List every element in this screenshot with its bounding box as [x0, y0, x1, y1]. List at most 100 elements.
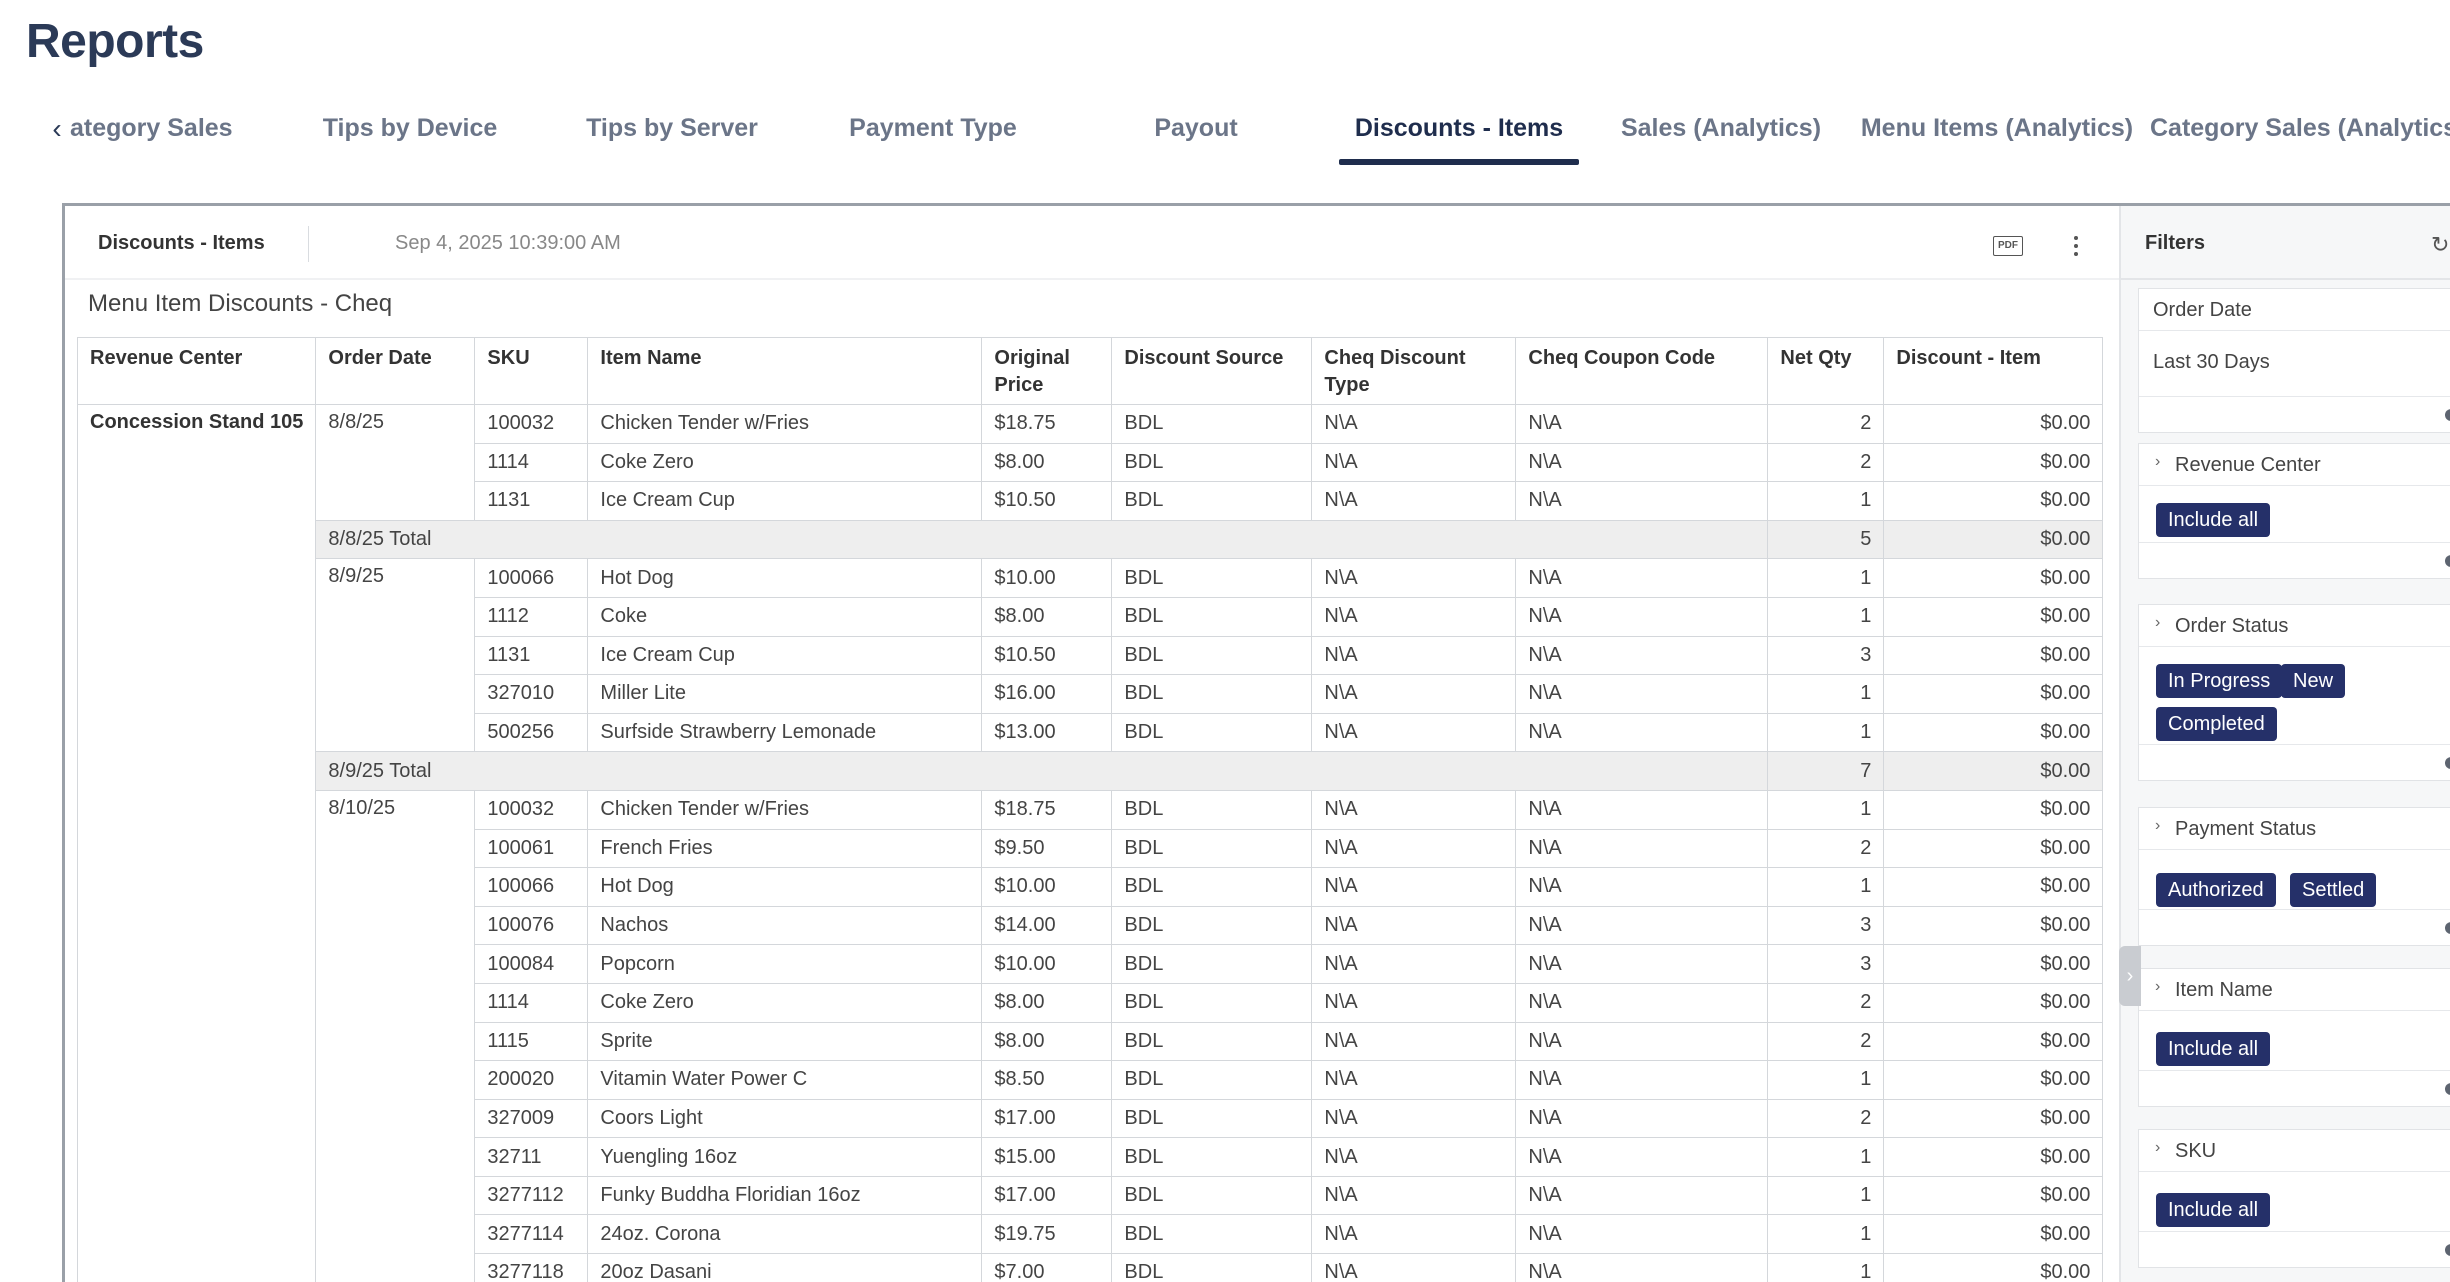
original-price-cell: $10.00 [981, 558, 1113, 598]
net-qty-cell: 1 [1767, 867, 1885, 907]
table-row: 327009 Coors Light $17.00 BDL N\A N\A 2 $0.00 [78, 1098, 2104, 1139]
col-header-cheq-coupon-code[interactable]: Cheq Coupon Code [1515, 337, 1769, 405]
discount-item-cell: $0.00 [1883, 1214, 2104, 1255]
pdf-export-icon[interactable]: PDF [1993, 236, 2023, 256]
more-options-icon[interactable] [2066, 232, 2086, 260]
toggle-switch[interactable] [2445, 555, 2450, 567]
discount-source-cell: BDL [1111, 635, 1313, 676]
sku-cell: 1114 [474, 982, 589, 1023]
col-header-sku[interactable]: SKU [474, 337, 589, 405]
tab-sales-analytics[interactable]: Sales (Analytics) [1620, 114, 1822, 142]
filter-chip[interactable]: Include all [2156, 503, 2271, 537]
cheq-discount-type-cell: N\A [1311, 596, 1517, 637]
col-header-discount-source[interactable]: Discount Source [1111, 337, 1313, 405]
refresh-icon[interactable]: ↻ [2431, 232, 2450, 257]
tab-payout[interactable]: Payout [1154, 114, 1238, 142]
col-header-net-qty[interactable]: Net Qty [1767, 337, 1885, 405]
chevron-left-icon[interactable]: ‹ [52, 113, 62, 144]
cheq-discount-type-cell: N\A [1311, 635, 1517, 676]
net-qty-cell: 2 [1767, 982, 1885, 1023]
active-tab-indicator [1339, 159, 1579, 165]
filter-order-date: Order Date Last 30 Days [2138, 288, 2450, 433]
filter-footer [2139, 542, 2450, 578]
filter-chip[interactable]: Include all [2156, 1032, 2271, 1066]
col-header-item-name[interactable]: Item Name [587, 337, 983, 405]
tab-discounts-items[interactable]: Discounts - Items [1354, 114, 1564, 142]
cheq-coupon-code-cell: N\A [1515, 674, 1769, 714]
item-name-cell: Hot Dog [587, 867, 983, 907]
col-header-original-price[interactable]: Original Price [981, 337, 1113, 405]
cheq-discount-type-cell: N\A [1311, 404, 1517, 444]
tab-payment-type[interactable]: Payment Type [849, 114, 1017, 142]
table-row: 100076 Nachos $14.00 BDL N\A N\A 3 $0.00 [78, 905, 2104, 946]
cheq-coupon-code-cell: N\A [1515, 828, 1769, 869]
filter-value-area[interactable]: Last 30 Days [2139, 331, 2450, 398]
original-price-cell: $10.00 [981, 867, 1113, 907]
item-name-cell: 24oz. Corona [587, 1214, 983, 1255]
discount-source-cell: BDL [1111, 404, 1313, 444]
discount-item-cell: $0.00 [1883, 828, 2104, 869]
col-header-discount-item[interactable]: Discount - Item [1883, 337, 2104, 405]
item-name-cell: French Fries [587, 828, 983, 869]
collapse-filters-handle[interactable]: › [2119, 946, 2141, 1006]
filter-chip[interactable]: Authorized [2156, 873, 2276, 907]
toggle-switch[interactable] [2445, 1083, 2450, 1095]
cheq-discount-type-cell: N\A [1311, 674, 1517, 714]
toggle-switch[interactable] [2445, 409, 2450, 421]
filter-header[interactable]: Order Date [2139, 289, 2450, 331]
net-qty-cell: 1 [1767, 1137, 1885, 1177]
tab-category-sales-analytics[interactable]: Category Sales (Analytics) [2150, 114, 2450, 142]
discount-source-cell: BDL [1111, 828, 1313, 869]
toggle-switch[interactable] [2445, 922, 2450, 934]
cheq-coupon-code-cell: N\A [1515, 1060, 1769, 1100]
filter-header[interactable]: › Item Name [2139, 969, 2450, 1011]
filter-label: Item Name [2175, 979, 2273, 1001]
cheq-discount-type-cell: N\A [1311, 789, 1517, 830]
original-price-cell: $10.50 [981, 635, 1113, 676]
cheq-discount-type-cell: N\A [1311, 1253, 1517, 1282]
subtotal-row: 8/9/25 Total 7 $0.00 [78, 751, 2104, 791]
net-qty-cell: 1 [1767, 1253, 1885, 1282]
discount-item-cell: $0.00 [1883, 1098, 2104, 1139]
filter-chip[interactable]: Include all [2156, 1193, 2271, 1227]
col-header-order-date[interactable]: Order Date [315, 337, 476, 405]
filter-header[interactable]: › Payment Status [2139, 808, 2450, 850]
report-content: Discounts - Items Sep 4, 2025 10:39:00 A… [65, 206, 2119, 1282]
toggle-switch[interactable] [2445, 757, 2450, 769]
discount-item-cell: $0.00 [1883, 712, 2104, 753]
tab-tips-by-device[interactable]: Tips by Device [322, 114, 498, 142]
original-price-cell: $8.00 [981, 596, 1113, 637]
chevron-right-icon: › [2155, 817, 2161, 834]
original-price-cell: $8.00 [981, 982, 1113, 1023]
tab-tips-by-server[interactable]: Tips by Server [586, 114, 758, 142]
col-header-cheq-discount-type[interactable]: Cheq Discount Type [1311, 337, 1517, 405]
filter-header[interactable]: › SKU [2139, 1130, 2450, 1172]
cheq-coupon-code-cell: N\A [1515, 1021, 1769, 1062]
col-header-revenue-center[interactable]: Revenue Center [76, 337, 317, 405]
original-price-cell: $10.50 [981, 481, 1113, 521]
tab-menu-items-analytics[interactable]: Menu Items (Analytics) [1860, 114, 2134, 142]
toggle-switch[interactable] [2445, 1244, 2450, 1256]
filter-header[interactable]: › Revenue Center [2139, 444, 2450, 486]
table-row: 8/9/25 100066 Hot Dog $10.00 BDL N\A N\A 1 $0.00 [78, 558, 2104, 753]
subtotal-row: 8/8/25 Total 5 $0.00 [78, 519, 2104, 560]
original-price-cell: $8.00 [981, 442, 1113, 483]
table-row: 200020 Vitamin Water Power C $8.50 BDL N\A N\… [78, 1060, 2104, 1100]
filter-chip[interactable]: In Progress [2156, 664, 2283, 698]
original-price-cell: $15.00 [981, 1137, 1113, 1177]
filter-chip[interactable]: Completed [2156, 707, 2277, 741]
cheq-coupon-code-cell: N\A [1515, 789, 1769, 830]
net-qty-cell: 2 [1767, 1021, 1885, 1062]
filter-chip[interactable]: Settled [2290, 873, 2377, 907]
tab-category-sales[interactable]: ategory Sales [70, 114, 233, 142]
filter-footer [2139, 744, 2450, 780]
filter-chip[interactable]: New [2281, 664, 2346, 698]
discount-source-cell: BDL [1111, 1021, 1313, 1062]
filter-header[interactable]: › Order Status [2139, 605, 2450, 647]
subtotal-discount: $0.00 [1883, 519, 2104, 560]
table-row: 1114 Coke Zero $8.00 BDL N\A N\A 2 $0.00 [78, 982, 2104, 1023]
table-row: 1112 Coke $8.00 BDL N\A N\A 1 $0.00 [78, 596, 2104, 637]
discount-item-cell: $0.00 [1883, 1060, 2104, 1100]
cheq-coupon-code-cell: N\A [1515, 1137, 1769, 1177]
chevron-right-icon: › [2155, 978, 2161, 995]
